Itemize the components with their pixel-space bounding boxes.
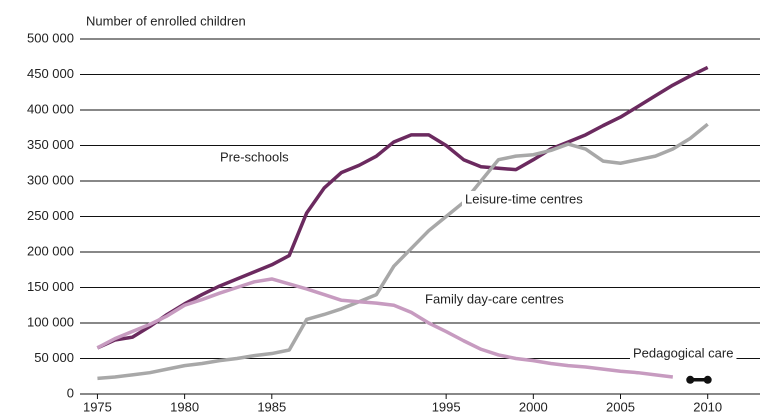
y-tick-label: 500 000 [27, 30, 74, 45]
series-label: Leisure-time centres [465, 191, 583, 206]
y-tick-label: 450 000 [27, 66, 74, 81]
series-label: Family day-care centres [425, 291, 564, 306]
x-tick-label: 2010 [693, 399, 722, 414]
x-tick-label: 2000 [519, 399, 548, 414]
x-tick-label: 1995 [432, 399, 461, 414]
y-tick-label: 50 000 [34, 350, 74, 365]
x-tick-label: 1985 [257, 399, 286, 414]
y-tick-label: 350 000 [27, 137, 74, 152]
y-tick-label: 250 000 [27, 208, 74, 223]
y-axis-title: Number of enrolled children [86, 13, 246, 28]
y-tick-label: 300 000 [27, 172, 74, 187]
series-label: Pedagogical care [633, 345, 733, 360]
series-point [703, 375, 712, 384]
series-line [96, 277, 674, 379]
series-point [686, 375, 695, 384]
y-tick-label: 200 000 [27, 243, 74, 258]
y-tick-label: 150 000 [27, 279, 74, 294]
label-background [462, 191, 586, 209]
series-label: Pre-schools [220, 149, 289, 164]
series-line [97, 122, 709, 381]
x-tick-label: 1980 [170, 399, 199, 414]
y-tick-label: 100 000 [27, 314, 74, 329]
x-tick-label: 1975 [83, 399, 112, 414]
label-background [217, 149, 292, 167]
label-background [630, 345, 737, 363]
x-tick-label: 2005 [606, 399, 635, 414]
label-background [422, 291, 567, 309]
y-tick-label: 0 [67, 385, 74, 400]
series-line [96, 65, 709, 350]
y-tick-label: 400 000 [27, 101, 74, 116]
